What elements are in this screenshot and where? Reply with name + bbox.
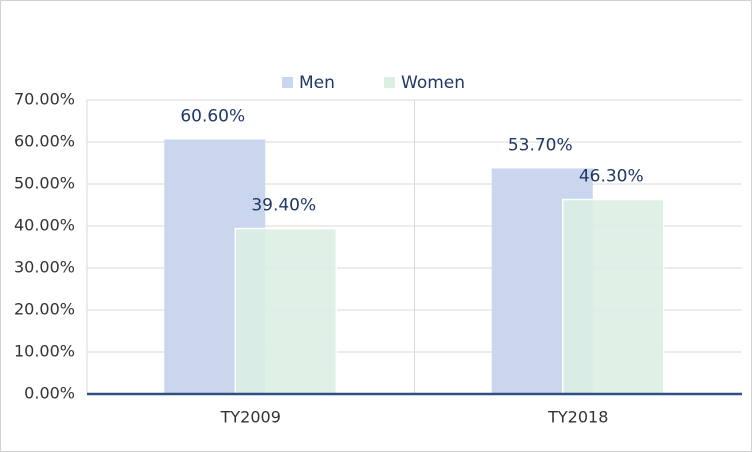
y-tick-label: 70.00% [14, 90, 75, 109]
y-tick-label: 40.00% [14, 216, 75, 235]
value-label: 39.40% [251, 196, 316, 216]
y-tick-label: 50.00% [14, 174, 75, 193]
value-label: 46.30% [579, 167, 644, 187]
y-tick-label: 30.00% [14, 258, 75, 277]
legend-label: Women [401, 73, 465, 93]
legend-swatch [384, 77, 395, 88]
y-tick-label: 10.00% [14, 342, 75, 361]
bar [562, 198, 665, 395]
legend-swatch [282, 77, 293, 88]
y-tick-label: 0.00% [24, 384, 75, 403]
bar [234, 227, 337, 395]
value-label: 53.70% [508, 135, 573, 155]
y-tick-label: 20.00% [14, 300, 75, 319]
legend-label: Men [299, 73, 335, 93]
x-tick-label: TY2009 [220, 408, 281, 427]
y-tick-label: 60.00% [14, 132, 75, 151]
x-tick-label: TY2018 [547, 408, 608, 427]
value-label: 60.60% [180, 106, 245, 126]
